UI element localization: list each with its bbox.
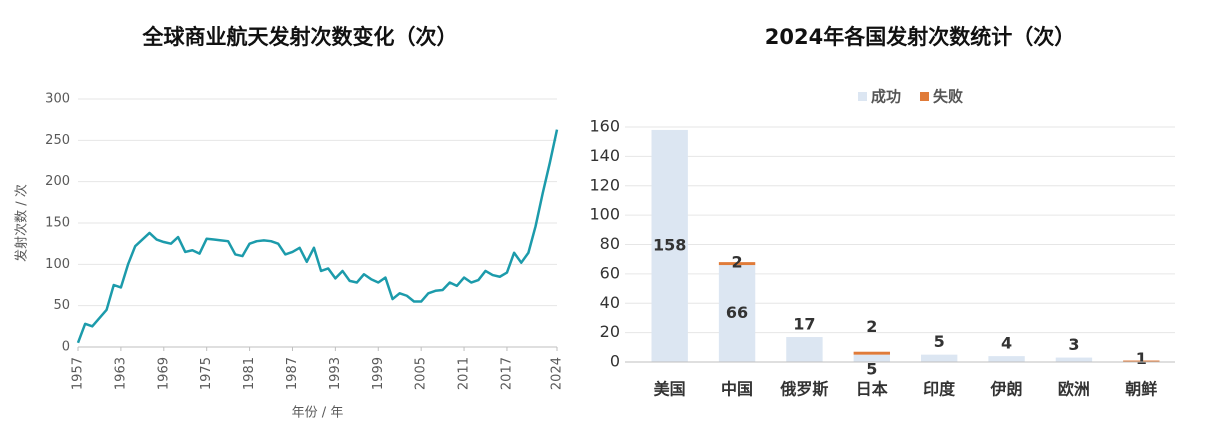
bar (1123, 360, 1160, 362)
value-label: 4 (1001, 334, 1012, 353)
y-tick-label: 120 (589, 175, 620, 194)
x-tick-label: 1963 (113, 357, 128, 390)
bar (651, 129, 688, 362)
bar (786, 337, 823, 362)
bar (1055, 357, 1093, 362)
x-tick-label: 朝鲜 (1125, 380, 1157, 399)
x-tick-label: 2024 (550, 357, 565, 390)
x-tick-label: 1957 (71, 357, 86, 390)
legend-label: 成功 (871, 88, 901, 106)
bar (920, 354, 958, 362)
y-tick-label: 160 (589, 117, 620, 136)
chart-title: 全球商业航天发射次数变化（次） (142, 25, 458, 49)
x-tick-label: 日本 (856, 380, 888, 399)
data-line (76, 129, 559, 344)
value-label: 158 (653, 235, 686, 254)
x-tick-label: 1969 (156, 357, 171, 390)
y-tick-label: 100 (589, 205, 620, 224)
legend-label: 失败 (933, 88, 963, 106)
y-tick-label: 80 (600, 234, 620, 253)
bar (853, 351, 891, 355)
value-label: 5 (866, 360, 877, 379)
x-tick-label: 1999 (371, 357, 386, 390)
value-label: 1 (1136, 349, 1147, 368)
bar (718, 265, 756, 362)
y-tick-label: 50 (53, 298, 70, 313)
legend-swatch (920, 92, 929, 101)
bar (988, 356, 1025, 362)
x-tick-label: 中国 (721, 380, 753, 399)
value-label: 2 (866, 317, 877, 336)
y-tick-label: 40 (600, 293, 620, 312)
bar (718, 262, 756, 266)
x-tick-label: 1993 (328, 357, 343, 390)
y-tick-label: 60 (600, 263, 620, 282)
bar (853, 354, 891, 362)
y-axis-label: 发射次数 / 次 (14, 184, 30, 262)
value-label: 5 (934, 332, 945, 351)
chart-title: 2024年各国发射次数统计（次） (765, 25, 1075, 49)
x-tick-label: 伊朗 (990, 380, 1023, 399)
y-tick-label: 20 (600, 322, 620, 341)
y-tick-label: 100 (45, 257, 70, 272)
x-tick-label: 美国 (654, 380, 686, 399)
value-label: 66 (726, 303, 748, 322)
value-label: 2 (731, 253, 742, 272)
x-tick-label: 2011 (457, 357, 472, 390)
x-tick-label: 1975 (199, 357, 214, 390)
x-tick-label: 俄罗斯 (779, 380, 828, 399)
y-tick-label: 140 (589, 146, 620, 165)
x-axis-label: 年份 / 年 (292, 406, 344, 421)
value-label: 3 (1068, 335, 1079, 354)
x-tick-label: 2005 (414, 357, 429, 390)
x-tick-label: 欧洲 (1058, 380, 1090, 399)
y-tick-label: 250 (45, 133, 70, 148)
y-tick-label: 300 (45, 92, 70, 107)
x-tick-label: 印度 (923, 380, 956, 399)
value-label: 17 (793, 315, 815, 334)
y-tick-label: 200 (45, 174, 70, 189)
x-tick-label: 1981 (242, 357, 257, 390)
y-tick-label: 0 (62, 340, 70, 355)
y-tick-label: 150 (45, 216, 70, 231)
legend-swatch (858, 92, 867, 101)
x-tick-label: 2017 (499, 357, 514, 390)
x-tick-label: 1987 (285, 357, 300, 390)
y-tick-label: 0 (610, 352, 620, 371)
